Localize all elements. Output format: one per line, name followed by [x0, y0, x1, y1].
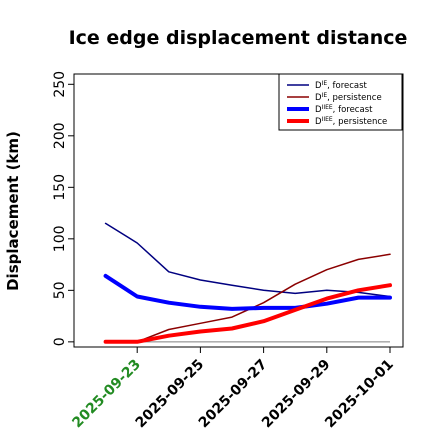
chart-title: Ice edge displacement distance: [69, 27, 408, 49]
y-tick-label: 250: [52, 71, 68, 98]
y-tick-label: 150: [52, 174, 68, 201]
legend-entry: DIE, forecast: [315, 80, 368, 91]
legend-entry: DIE, persistence: [315, 92, 382, 103]
y-axis-label: Displacement (km): [4, 131, 22, 291]
y-tick-label: 200: [52, 122, 68, 149]
y-tick-label: 0: [52, 337, 68, 346]
y-axis: 0 50 100 150 200 250: [52, 71, 74, 346]
plot-frame: [73, 73, 404, 348]
y-tick-label: 100: [52, 225, 68, 252]
y-tick-label: 50: [52, 281, 68, 299]
series-line-4: [103, 283, 392, 344]
x-axis: 2025-09-232025-09-252025-09-272025-09-29…: [69, 347, 397, 431]
legend-entry: DIIEE, forecast: [315, 104, 373, 115]
series-line-1: [104, 222, 391, 298]
legend-entry: DIIEE, persistence: [315, 116, 387, 127]
series-line-3: [103, 273, 392, 311]
series-layer: [103, 222, 392, 344]
